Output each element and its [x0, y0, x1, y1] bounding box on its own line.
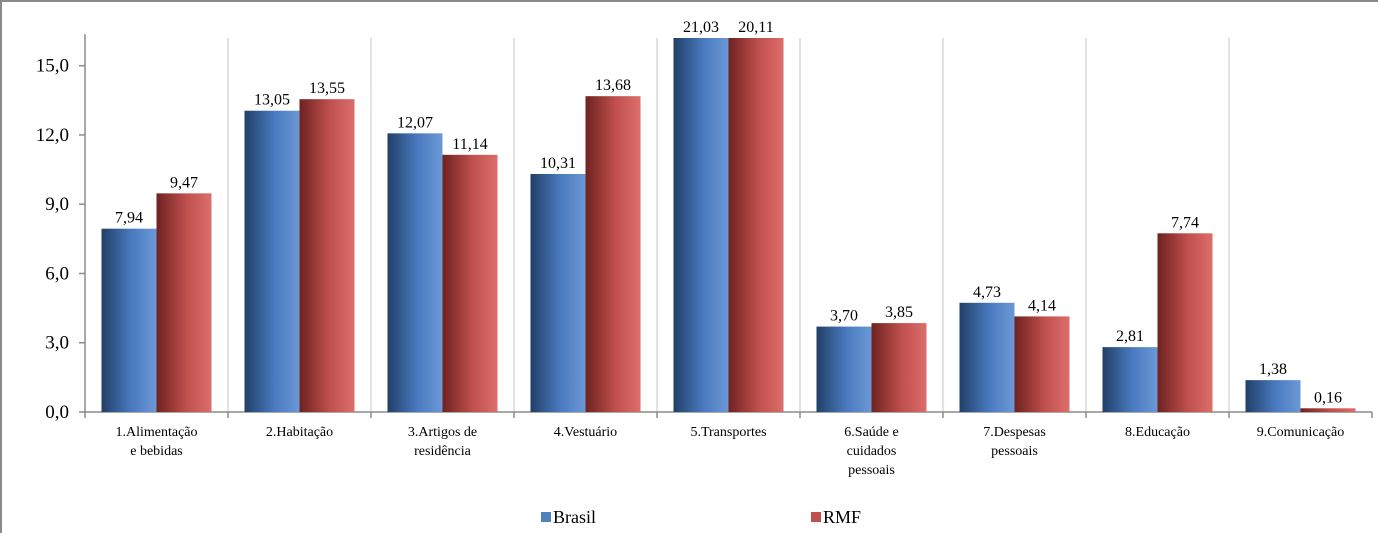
- y-tick-label: 9,0: [45, 194, 69, 215]
- legend-label: Brasil: [553, 507, 596, 527]
- bar-rmf: [585, 96, 641, 412]
- x-tick-label: e bebidas: [130, 444, 182, 459]
- data-label: 7,74: [1171, 214, 1199, 231]
- x-tick-label: 6.Saúde e: [844, 425, 898, 440]
- bar-rmf: [871, 323, 927, 412]
- bar-rmf: [728, 38, 784, 412]
- y-tick-label: 0,0: [45, 402, 69, 423]
- bar-rmf: [1014, 316, 1070, 412]
- bar-brasil: [1245, 380, 1301, 412]
- data-label: 13,55: [309, 80, 345, 97]
- data-label: 9,47: [170, 174, 198, 191]
- bar-rmf: [1157, 233, 1213, 412]
- x-tick-label: 3.Artigos de: [408, 425, 477, 440]
- data-label: 4,14: [1028, 297, 1056, 314]
- data-label: 3,70: [830, 308, 858, 325]
- bar-brasil: [1102, 347, 1158, 412]
- bar-brasil: [244, 110, 300, 412]
- x-tick-label: 8.Educação: [1125, 425, 1190, 440]
- bar-brasil: [387, 133, 443, 412]
- x-tick-label: 7.Despesas: [983, 425, 1046, 440]
- data-label: 2,81: [1116, 328, 1144, 345]
- y-tick-label: 15,0: [36, 56, 69, 77]
- plot-area: 0,0 3,0 6,0 9,0 12,0 15,0 7,94 9,47 1.Alimentaçã…: [36, 19, 1373, 478]
- y-tick-label: 6,0: [45, 263, 69, 284]
- x-tick-label: 9.Comunicação: [1257, 425, 1344, 440]
- data-label: 12,07: [397, 114, 433, 131]
- data-label: 13,68: [595, 77, 631, 94]
- data-label: 7,94: [115, 210, 143, 227]
- bar-rmf: [156, 193, 212, 412]
- data-label: 3,85: [885, 304, 913, 321]
- data-label: 20,11: [738, 19, 773, 36]
- bar-rmf: [299, 99, 355, 412]
- y-tick-label: 12,0: [36, 125, 69, 146]
- bar-brasil: [673, 38, 729, 412]
- bar-brasil: [530, 173, 586, 412]
- bar-rmf: [1300, 408, 1356, 412]
- data-label: 0,16: [1314, 389, 1342, 406]
- x-tick-label: pessoais: [991, 444, 1038, 459]
- bar-rmf: [442, 154, 498, 412]
- y-tick-label: 3,0: [45, 333, 69, 354]
- legend-label: RMF: [823, 507, 861, 527]
- data-label: 11,14: [452, 136, 487, 153]
- data-label: 4,73: [973, 284, 1001, 301]
- bar-brasil: [816, 326, 872, 412]
- bar-brasil: [959, 302, 1015, 412]
- legend-swatch-rmf: [811, 512, 821, 522]
- data-label: 13,05: [254, 92, 290, 109]
- x-tick-label: residência: [414, 444, 472, 459]
- x-tick-label: pessoais: [848, 463, 895, 478]
- data-label: 1,38: [1259, 361, 1287, 378]
- x-tick-label: cuidados: [847, 444, 897, 459]
- legend: Brasil RMF: [541, 507, 861, 527]
- data-label: 10,31: [540, 155, 576, 172]
- legend-swatch-brasil: [541, 512, 551, 522]
- data-label: 21,03: [683, 19, 719, 36]
- bar-brasil: [101, 228, 157, 412]
- x-tick-label: 2.Habitação: [266, 425, 333, 440]
- x-tick-label: 5.Transportes: [690, 425, 766, 440]
- x-tick-label: 1.Alimentação: [115, 425, 197, 440]
- x-tick-label: 4.Vestuário: [554, 425, 617, 440]
